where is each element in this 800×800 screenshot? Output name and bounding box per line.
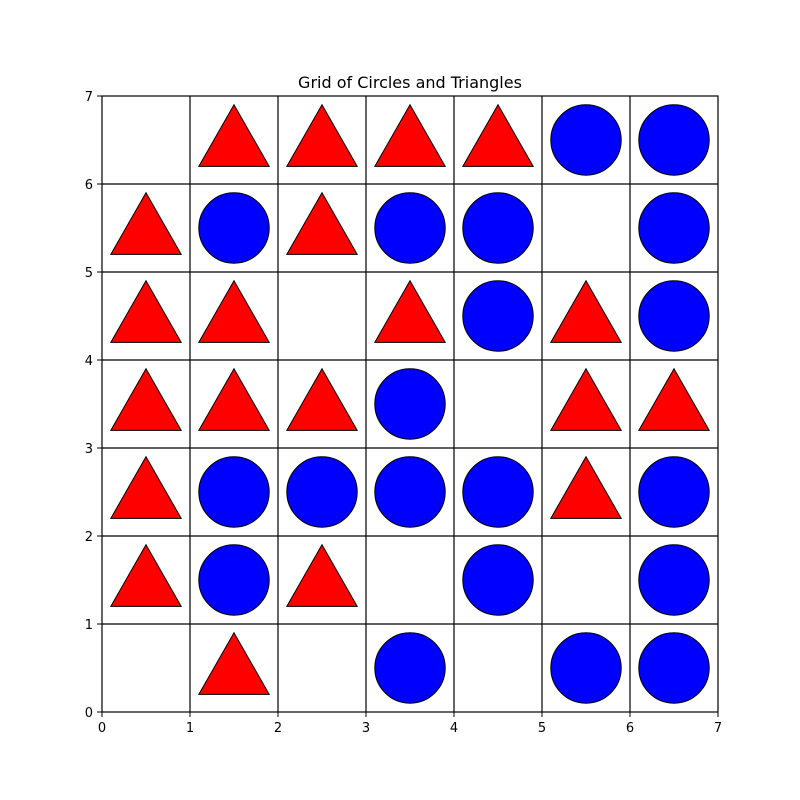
circle-marker (638, 632, 710, 704)
plot-frame (101, 95, 719, 713)
y-tick-label: 3 (85, 442, 93, 457)
triangle-marker (109, 367, 183, 431)
circle-marker (550, 632, 622, 704)
circle-marker (374, 368, 446, 440)
triangle-marker (549, 455, 623, 519)
x-tick-label: 1 (186, 721, 194, 736)
triangle-marker (197, 367, 271, 431)
x-tick-label: 2 (274, 721, 282, 736)
triangle-marker (197, 279, 271, 343)
plot-marks (109, 103, 711, 704)
triangle-marker (461, 103, 535, 167)
circle-marker (374, 632, 446, 704)
y-tick-label: 7 (85, 90, 93, 105)
circle-marker (550, 104, 622, 176)
circle-marker (462, 280, 534, 352)
x-tick-label: 5 (538, 721, 546, 736)
grid-lines (102, 96, 718, 712)
triangle-marker (549, 367, 623, 431)
triangle-marker (373, 103, 447, 167)
y-tick-label: 2 (85, 530, 93, 545)
circle-marker (638, 280, 710, 352)
triangle-marker (637, 367, 711, 431)
y-tick-label: 4 (85, 354, 93, 369)
circle-marker (462, 192, 534, 264)
y-tick-label: 6 (85, 178, 93, 193)
circle-marker (638, 456, 710, 528)
triangle-marker (285, 367, 359, 431)
circle-marker (374, 192, 446, 264)
triangle-marker (109, 279, 183, 343)
triangle-marker (197, 103, 271, 167)
circle-marker (198, 192, 270, 264)
triangle-marker (109, 455, 183, 519)
circle-marker (638, 104, 710, 176)
triangle-marker (109, 543, 183, 607)
circle-marker (462, 544, 534, 616)
axes: 0 1 2 3 4 5 6 7 0 1 2 3 4 5 6 7 (85, 90, 722, 736)
triangle-marker (373, 279, 447, 343)
x-tick-label: 0 (98, 721, 106, 736)
y-tick-label: 0 (85, 706, 93, 721)
chart-title: Grid of Circles and Triangles (298, 73, 522, 92)
triangle-marker (197, 631, 271, 695)
circle-marker (374, 456, 446, 528)
y-tick-label: 5 (85, 266, 93, 281)
triangle-marker (285, 191, 359, 255)
y-tick-label: 1 (85, 618, 93, 633)
circle-marker (198, 456, 270, 528)
x-tick-label: 4 (450, 721, 458, 736)
triangle-marker (549, 279, 623, 343)
x-tick-label: 6 (626, 721, 634, 736)
circle-marker (462, 456, 534, 528)
triangle-marker (285, 103, 359, 167)
circle-marker (286, 456, 358, 528)
circle-marker (638, 544, 710, 616)
triangle-marker (109, 191, 183, 255)
x-tick-label: 7 (714, 721, 722, 736)
circle-marker (638, 192, 710, 264)
circle-marker (198, 544, 270, 616)
triangle-marker (285, 543, 359, 607)
x-tick-label: 3 (362, 721, 370, 736)
